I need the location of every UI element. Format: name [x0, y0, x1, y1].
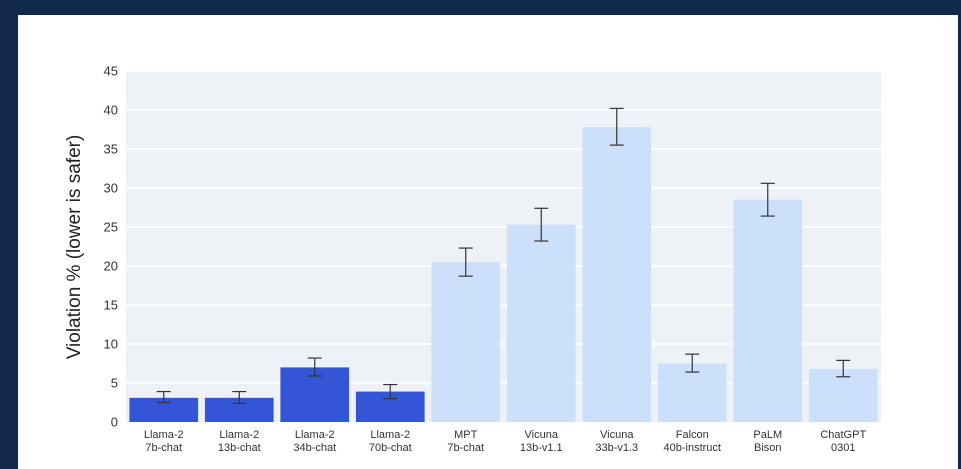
- error-bar: [609, 107, 624, 146]
- x-tick-label-line: 0301: [831, 442, 855, 454]
- x-tick-label: Falcon 40b-instruct: [664, 429, 721, 454]
- bar: [808, 368, 878, 422]
- error-bar: [383, 383, 398, 400]
- x-tick-label-line: Falcon: [676, 429, 709, 441]
- x-tick-label-line: 34b-chat: [293, 442, 336, 454]
- x-tick-label-line: Llama-2: [144, 429, 184, 441]
- x-tick-label-line: Bison: [754, 442, 782, 454]
- y-tick-label: 45: [104, 64, 118, 79]
- error-bar: [458, 247, 473, 277]
- x-tick-label-line: 7b-chat: [145, 442, 182, 454]
- error-bars: [156, 107, 851, 404]
- x-tick-label: PaLM Bison: [753, 429, 782, 454]
- x-tick-label-line: PaLM: [753, 429, 782, 441]
- y-tick-label: 25: [104, 220, 118, 235]
- x-tick-label-line: MPT: [454, 429, 478, 441]
- bar: [431, 262, 501, 422]
- error-bar: [307, 357, 322, 377]
- x-tick-label-line: 40b-instruct: [664, 442, 721, 454]
- x-tick-label: Llama-2 70b-chat: [369, 429, 412, 454]
- gridlines: [126, 70, 881, 384]
- chart-card: 0 5 10 15 20 25 30 35 40 45 Llama-2 7b-chat Llama-2…: [18, 15, 958, 469]
- y-tick-label: 5: [111, 376, 118, 391]
- error-bar: [760, 182, 775, 217]
- x-tick-label: MPT 7b-chat: [447, 429, 484, 454]
- bars: [129, 127, 878, 422]
- bar: [506, 224, 576, 422]
- x-tick-label-line: Llama-2: [219, 429, 259, 441]
- y-tick-label: 0: [111, 415, 118, 430]
- y-axis-label: Violation % (lower is safer): [64, 135, 85, 360]
- y-tick-labels: 0 5 10 15 20 25 30 35 40 45: [104, 64, 118, 430]
- error-bar: [685, 353, 700, 373]
- x-tick-label: Vicuna 13b-v1.1: [520, 429, 563, 454]
- y-tick-label: 20: [104, 259, 118, 274]
- y-tick-label: 15: [104, 298, 118, 313]
- bar: [657, 363, 727, 422]
- x-tick-label-line: 70b-chat: [369, 442, 412, 454]
- x-tick-label: Llama-2 7b-chat: [144, 429, 184, 454]
- x-tick-label: ChatGPT 0301: [820, 429, 866, 454]
- x-tick-label-line: Vicuna: [525, 429, 559, 441]
- y-tick-label: 30: [104, 181, 118, 196]
- error-bar: [156, 390, 171, 404]
- error-bar: [232, 390, 247, 404]
- x-tick-label-line: 13b-v1.1: [520, 442, 563, 454]
- x-tick-label-line: Llama-2: [295, 429, 335, 441]
- x-tick-label-line: Llama-2: [370, 429, 410, 441]
- x-tick-label: Vicuna 33b-v1.3: [595, 429, 638, 454]
- bar: [733, 199, 803, 422]
- x-tick-label: Llama-2 34b-chat: [293, 429, 336, 454]
- x-tick-label: Llama-2 13b-chat: [218, 429, 261, 454]
- x-tick-label-line: ChatGPT: [820, 429, 866, 441]
- y-tick-label: 10: [104, 337, 118, 352]
- x-tick-label-line: Vicuna: [600, 429, 634, 441]
- y-tick-label: 35: [104, 142, 118, 157]
- error-bar: [836, 359, 851, 378]
- bar: [582, 127, 652, 422]
- x-tick-label-line: 33b-v1.3: [595, 442, 638, 454]
- x-tick-label-line: 7b-chat: [447, 442, 484, 454]
- error-bar: [534, 207, 549, 242]
- y-tick-label: 40: [104, 103, 118, 118]
- x-tick-label-line: 13b-chat: [218, 442, 261, 454]
